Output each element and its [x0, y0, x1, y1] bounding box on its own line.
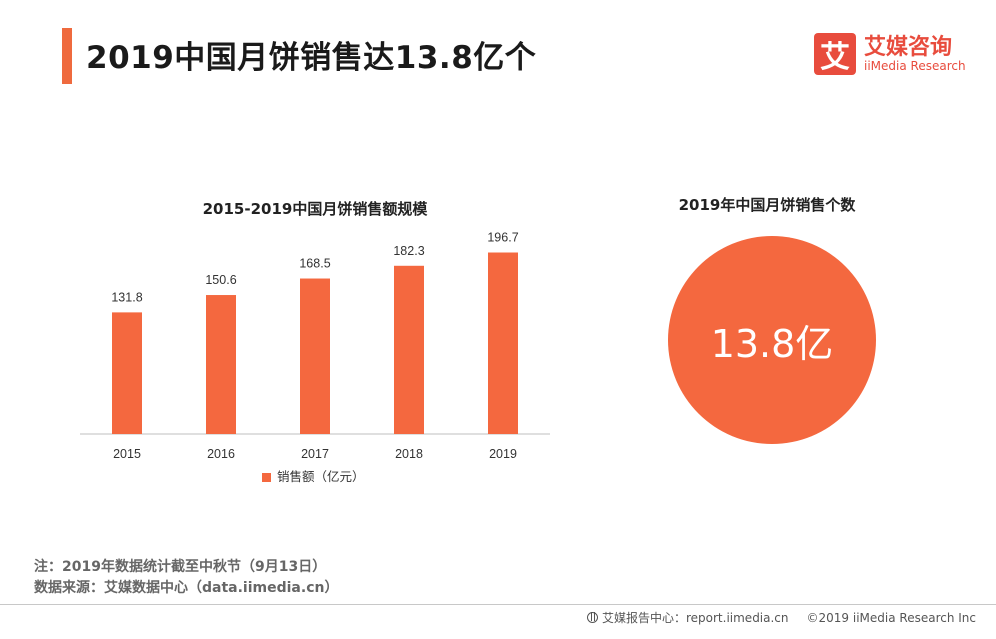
logo-mark: 艾: [814, 33, 856, 75]
footnote: 注：2019年数据统计截至中秋节（9月13日）: [34, 559, 327, 575]
bar-2016: [206, 295, 236, 434]
x-tick-label-2015: 2015: [113, 447, 141, 461]
circle-title: 2019年中国月饼销售个数: [678, 196, 856, 214]
x-tick-label-2019: 2019: [489, 447, 517, 461]
data-source: 数据来源：艾媒数据中心（data.iimedia.cn）: [34, 580, 339, 596]
footer: 艾媒报告中心：report.iimedia.cn ©2019 iiMedia R…: [586, 609, 976, 626]
page-title: 2019中国月饼销售达13.8亿个: [86, 40, 537, 76]
x-tick-label-2016: 2016: [207, 447, 235, 461]
bar-chart-title: 2015-2019中国月饼销售额规模: [202, 200, 428, 218]
bar-2017: [300, 278, 330, 434]
data-label-2015: 131.8: [111, 290, 142, 304]
x-tick-label-2018: 2018: [395, 447, 423, 461]
logo-name-en: iiMedia Research: [864, 59, 966, 73]
data-label-2017: 168.5: [299, 257, 330, 271]
bar-2018: [394, 265, 424, 434]
footer-divider: [0, 604, 996, 605]
legend-label: 销售额（亿元）: [277, 469, 365, 484]
bar-2019: [488, 252, 518, 434]
footer-copyright: ©2019 iiMedia Research Inc: [806, 610, 976, 625]
footer-site: 艾媒报告中心：report.iimedia.cn: [601, 611, 789, 625]
data-label-2019: 196.7: [487, 230, 518, 244]
bar-2015: [112, 312, 142, 434]
data-label-2018: 182.3: [393, 244, 424, 258]
summary-value: 13.8亿: [710, 321, 834, 366]
x-tick-label-2017: 2017: [301, 447, 329, 461]
brand-logo: 艾 艾媒咨询 iiMedia Research: [814, 33, 974, 83]
data-label-2016: 150.6: [205, 273, 236, 287]
globe-icon: [586, 612, 598, 623]
logo-name-cn: 艾媒咨询: [864, 35, 953, 60]
legend-swatch: [262, 473, 271, 482]
title-accent-bar: [62, 28, 72, 84]
summary-circle: 13.8亿: [668, 236, 876, 444]
